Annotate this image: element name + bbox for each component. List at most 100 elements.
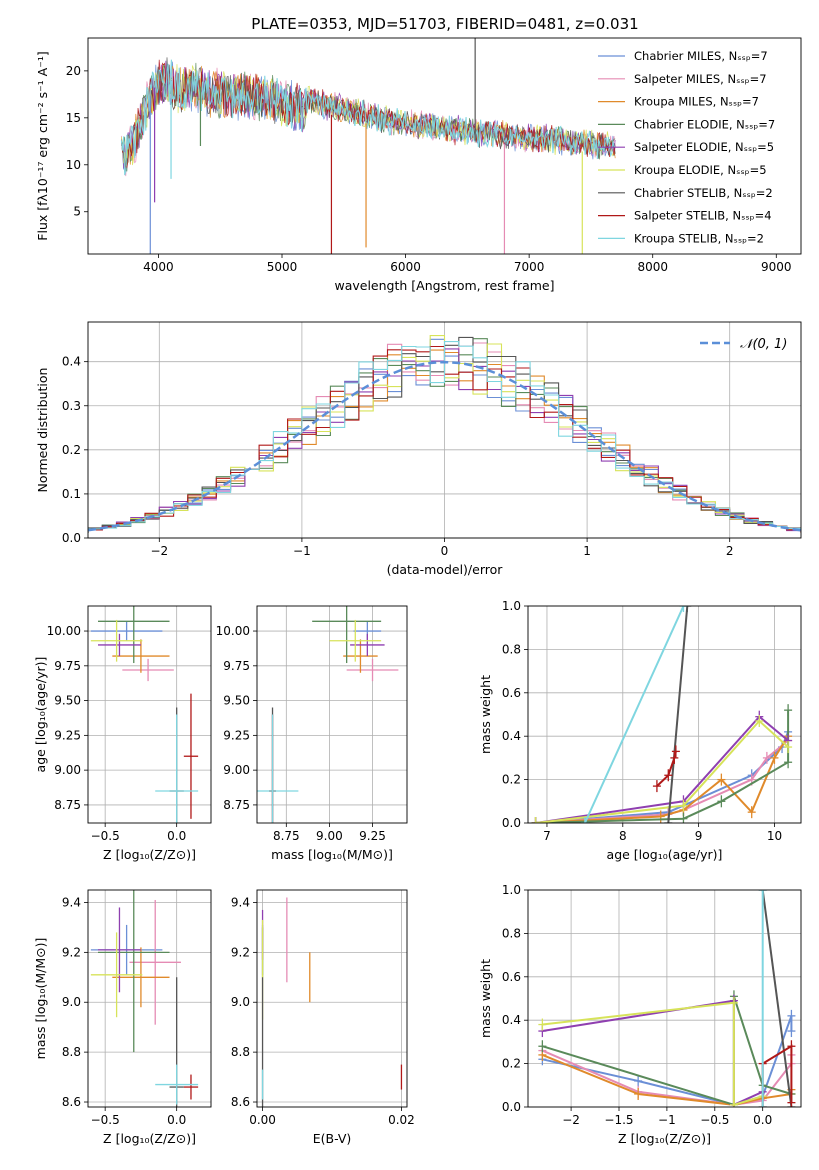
x-tick-label: 0.0 <box>167 1113 186 1127</box>
y-tick-label: 20 <box>66 64 81 78</box>
axes-frame <box>87 889 212 1108</box>
y-tick-label: 0.4 <box>62 355 81 369</box>
x-tick-label: −0.5 <box>91 1113 120 1127</box>
error-bars <box>261 897 403 1107</box>
x-tick-label: 5000 <box>267 260 298 274</box>
y-tick-label: 0.8 <box>502 926 521 940</box>
x-axis-label: (data-model)/error <box>387 562 504 577</box>
x-tick-label: 0.0 <box>753 1113 772 1127</box>
age_vs_mass-panel: 8.75 9.00 9.25 8.75 9.00 9.25 9.50 9.75 10.00 mas… <box>216 605 408 862</box>
y-tick-label: 9.75 <box>54 659 81 673</box>
legend-label: Kroupa ELODIE, Nₛₛₚ=5 <box>634 163 767 177</box>
y-tick-label: 8.8 <box>231 1045 250 1059</box>
x-tick-label: 0.0 <box>167 829 186 843</box>
y-tick-label: 0.2 <box>502 1057 521 1071</box>
x-tick-label: −1 <box>658 1113 676 1127</box>
x-tick-label: 8 <box>619 829 627 843</box>
x-tick-label: −1.5 <box>604 1113 633 1127</box>
x-tick-label: 10 <box>767 829 782 843</box>
mass_vs_Z-panel: −0.5 0.0 8.6 8.8 9.0 9.2 9.4 Z [log₁₀(Z/Z⊙)] mas… <box>33 889 212 1146</box>
y-tick-label: 10.00 <box>47 624 81 638</box>
y-tick-label: 9.0 <box>62 995 81 1009</box>
x-tick-label: 0.00 <box>249 1113 276 1127</box>
x-tick-label: 9000 <box>761 260 792 274</box>
legend-label: 𝒩(0, 1) <box>740 337 787 352</box>
x-tick-label: 2 <box>726 544 734 558</box>
weight-lines <box>538 890 796 1107</box>
weight-line <box>667 606 689 823</box>
y-tick-label: 0.1 <box>62 487 81 501</box>
y-axis-label: age [log₁₀(age/yr)] <box>33 657 48 773</box>
x-tick-label: 6000 <box>390 260 421 274</box>
y-tick-label: 9.2 <box>231 945 250 959</box>
y-tick-label: 0.8 <box>502 642 521 656</box>
y-tick-label: 8.75 <box>54 798 81 812</box>
x-axis-label: E(B-V) <box>313 1131 352 1146</box>
weight-lines <box>531 606 793 823</box>
spectrum-panel: 4000 5000 6000 7000 8000 9000 5 10 15 20 wavelengt… <box>35 37 802 293</box>
x-tick-label: 1 <box>583 544 591 558</box>
x-tick-label: 0.02 <box>388 1113 415 1127</box>
axes-frame <box>87 321 802 539</box>
x-axis-label: Z [log₁₀(Z/Z⊙)] <box>618 1131 711 1146</box>
axes-frame <box>527 889 802 1108</box>
y-tick-label: 9.25 <box>54 728 81 742</box>
y-tick-label: 0.0 <box>502 1100 521 1114</box>
age_vs_Z-panel: −0.5 0.0 8.75 9.00 9.25 9.50 9.75 10.00 Z [log₁₀… <box>33 605 212 862</box>
y-tick-label: 9.75 <box>223 659 250 673</box>
y-tick-label: 0.2 <box>502 773 521 787</box>
x-axis-label: mass [log₁₀(M/M⊙)] <box>271 847 393 862</box>
x-axis-label: Z [log₁₀(Z/Z⊙)] <box>103 847 196 862</box>
x-tick-label: −0.5 <box>91 829 120 843</box>
x-tick-label: −2 <box>150 544 168 558</box>
y-axis-label: mass weight <box>478 959 493 1038</box>
y-tick-label: 8.8 <box>62 1045 81 1059</box>
weight_vs_age-panel: 7 8 9 10 0.0 0.2 0.4 0.6 0.8 1.0 age [log₁₀(age/yr… <box>478 599 802 862</box>
x-tick-label: 8000 <box>637 260 668 274</box>
y-tick-label: 10.00 <box>216 624 250 638</box>
legend-label: Kroupa MILES, Nₛₛₚ=7 <box>634 95 759 109</box>
legend-label: Kroupa STELIB, Nₛₛₚ=2 <box>634 231 764 245</box>
y-tick-label: 9.50 <box>54 694 81 708</box>
x-tick-label: −1 <box>293 544 311 558</box>
weight-line <box>542 999 764 1107</box>
y-tick-label: 10 <box>66 158 81 172</box>
x-tick-label: 8.75 <box>273 829 300 843</box>
legend-label: Chabrier MILES, Nₛₛₚ=7 <box>634 49 768 63</box>
y-tick-label: 1.0 <box>502 883 521 897</box>
y-tick-label: 8.75 <box>223 798 250 812</box>
x-axis-label: age [log₁₀(age/yr)] <box>607 847 723 862</box>
spectrum-lines <box>120 38 616 254</box>
y-tick-label: 1.0 <box>502 599 521 613</box>
y-axis-label: Flux [fλ10⁻¹⁷ erg cm⁻² s⁻¹ A⁻¹] <box>35 51 50 240</box>
weight-line <box>583 606 685 823</box>
gaussian-curve <box>88 360 801 532</box>
histograms <box>88 335 801 533</box>
x-tick-label: 9.00 <box>316 829 343 843</box>
y-tick-label: 9.25 <box>223 728 250 742</box>
y-tick-label: 9.00 <box>54 763 81 777</box>
legend-label: Salpeter STELIB, Nₛₛₚ=4 <box>634 209 772 223</box>
y-tick-label: 8.6 <box>231 1095 250 1109</box>
y-tick-label: 0.4 <box>502 729 521 743</box>
y-tick-label: 9.4 <box>62 895 81 909</box>
y-tick-label: 0.0 <box>62 531 81 545</box>
y-tick-label: 0.2 <box>62 443 81 457</box>
x-axis-label: wavelength [Angstrom, rest frame] <box>334 278 554 293</box>
x-tick-label: 0 <box>441 544 449 558</box>
axes-frame <box>87 605 212 824</box>
legend-label: Chabrier STELIB, Nₛₛₚ=2 <box>634 186 773 200</box>
y-tick-label: 0.6 <box>502 970 521 984</box>
legend-label: Salpeter ELODIE, Nₛₛₚ=5 <box>634 140 774 154</box>
weight-line <box>535 715 789 823</box>
y-tick-label: 9.50 <box>223 694 250 708</box>
weight-line <box>535 719 789 823</box>
figure-title: PLATE=0353, MJD=51703, FIBERID=0481, z=0… <box>251 15 638 33</box>
y-tick-label: 8.6 <box>62 1095 81 1109</box>
y-tick-label: 5 <box>73 205 81 219</box>
y-axis-label: mass [log₁₀(M/M⊙)] <box>33 938 48 1060</box>
x-tick-label: 4000 <box>143 260 174 274</box>
y-tick-label: 9.4 <box>231 895 250 909</box>
y-tick-label: 0.3 <box>62 399 81 413</box>
